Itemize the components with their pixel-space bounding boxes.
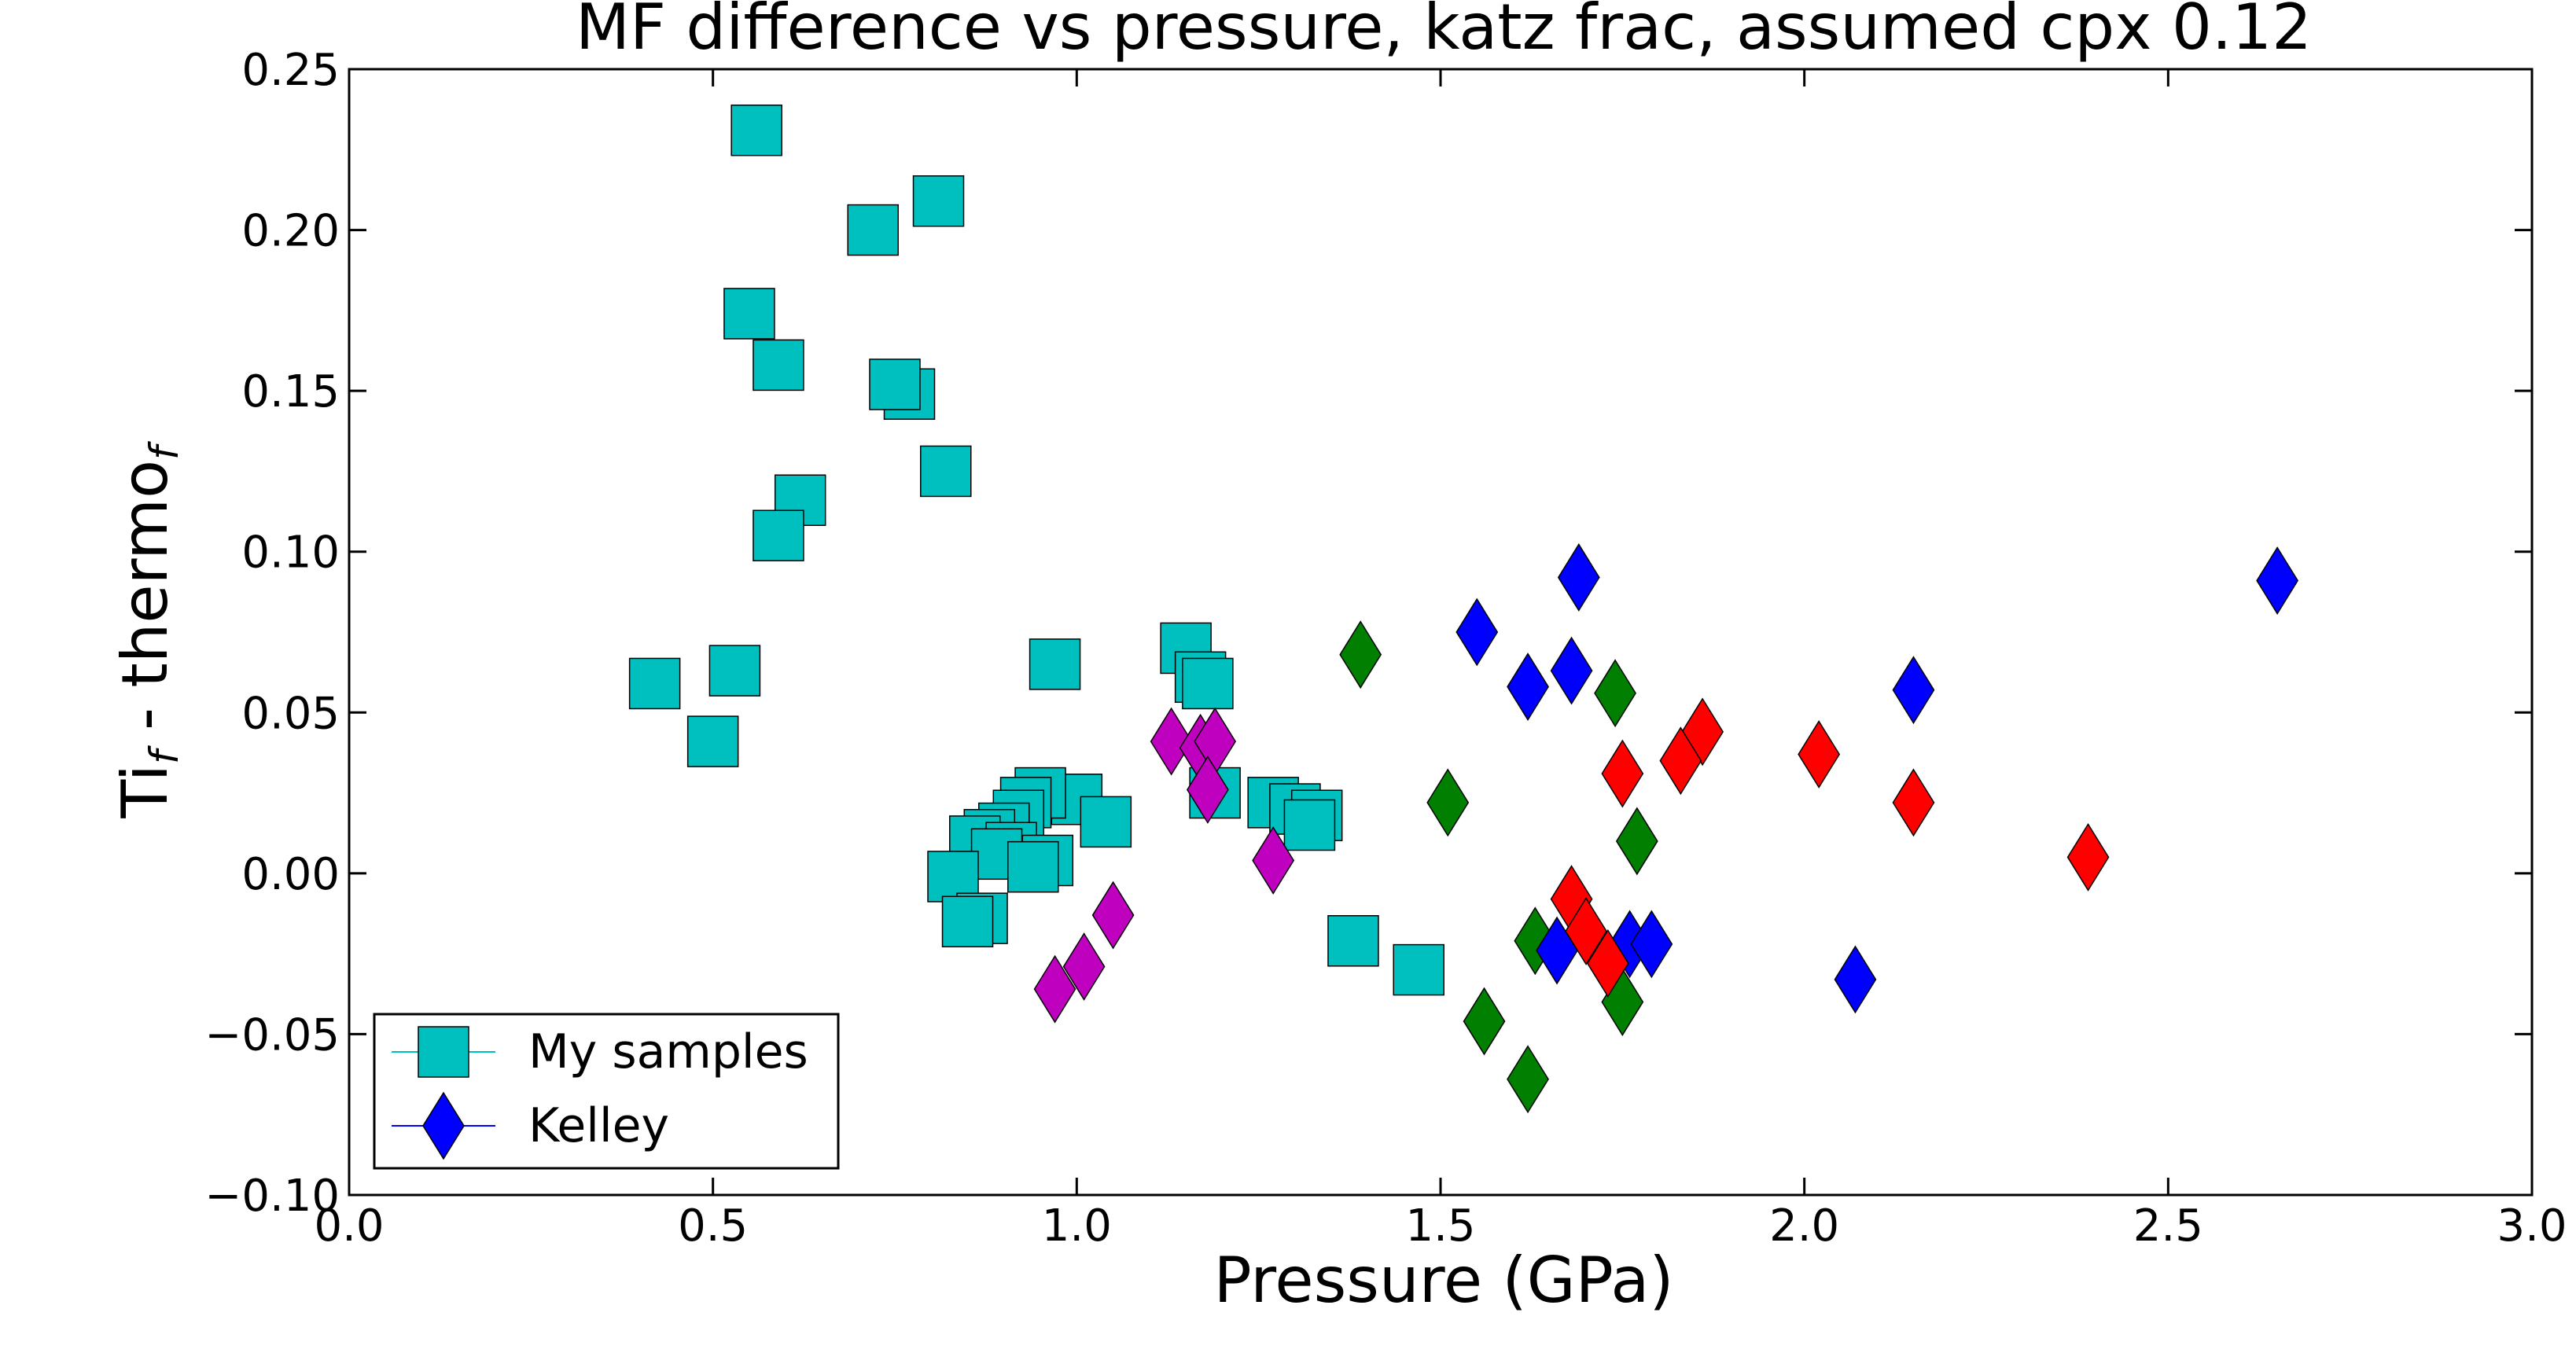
y-axis-ticks: −0.10 −0.05 0.00 0.05 0.10 0.15 0.20 0.25 [204, 45, 2532, 1222]
square-point [753, 339, 804, 392]
y-label-base: Ti [109, 764, 182, 819]
diamond-point [1339, 620, 1382, 689]
square-point [941, 895, 994, 947]
diamond-point [2066, 822, 2110, 892]
plot-area: −0.10−0.050.000.050.100.150.200.25 0.0 0.… [204, 45, 2567, 1252]
square-point [1327, 915, 1379, 967]
x-tick-label: 1.0 [1042, 1200, 1112, 1252]
legend-marker [418, 1026, 469, 1078]
y-tick-label: −0.10 [204, 1171, 340, 1222]
square-point [1283, 799, 1336, 851]
diamond-point [1033, 954, 1076, 1024]
diamond-point [1659, 726, 1702, 796]
y-axis-label: Tif - thermof [109, 441, 187, 819]
diamond-point [1463, 987, 1506, 1056]
diamond-point [1834, 945, 1877, 1014]
y-label-mid: - thermo [109, 460, 182, 750]
legend: My samples Kelley [373, 1013, 840, 1170]
diamond-point [1252, 826, 1295, 895]
x-axis-ticks: 0.0 0.5 1.0 1.5 2.0 2.5 3.0 [314, 69, 2567, 1252]
square-point [753, 509, 804, 562]
data-points [628, 104, 2299, 1114]
square-point [708, 645, 761, 697]
diamond-point [1594, 659, 1636, 728]
diamond-point [1426, 768, 1470, 837]
x-tick-label: 2.0 [1769, 1200, 1839, 1252]
diamond-point [1550, 636, 1593, 705]
diamond-point [1630, 910, 1673, 979]
diamond-point [1601, 739, 1644, 808]
x-tick-label: 1.5 [1405, 1200, 1475, 1252]
square-point [847, 204, 899, 256]
diamond-point [2256, 546, 2299, 615]
y-label-sub2: f [142, 441, 187, 460]
x-tick-label: 3.0 [2497, 1200, 2567, 1252]
diamond-point [1557, 543, 1600, 612]
diamond-point [1565, 897, 1607, 965]
diamond-point [1062, 932, 1106, 1001]
x-tick-label: 2.5 [2133, 1200, 2203, 1252]
square-point [912, 175, 965, 227]
square-point [1393, 943, 1444, 996]
y-tick-label: −0.05 [204, 1009, 340, 1061]
y-tick-label: 0.25 [241, 45, 340, 96]
square-point [1029, 638, 1081, 690]
square-point [869, 358, 921, 410]
y-tick-label: 0.20 [241, 206, 340, 257]
y-tick-label: 0.15 [241, 366, 340, 417]
square-point [686, 715, 739, 767]
y-tick-label: 0.10 [241, 528, 340, 579]
diamond-point [1892, 656, 1935, 725]
square-point [628, 657, 681, 710]
diamond-point [1615, 807, 1658, 876]
diamond-point [1586, 928, 1629, 998]
diamond-point [1507, 1045, 1549, 1114]
y-tick-label: 0.00 [241, 849, 340, 900]
legend-marker [422, 1091, 465, 1160]
square-point [1007, 840, 1059, 893]
x-tick-label: 0.0 [314, 1200, 384, 1252]
x-axis-label: Pressure (GPa) [1213, 1244, 1673, 1317]
y-tick-label: 0.05 [241, 688, 340, 739]
square-point [730, 104, 782, 156]
diamond-point [1187, 756, 1229, 824]
square-point [1080, 796, 1132, 848]
x-tick-label: 0.5 [678, 1200, 748, 1252]
diamond-point [1798, 720, 1841, 789]
chart-title: MF difference vs pressure, katz frac, as… [576, 0, 2312, 64]
diamond-point [1892, 768, 1935, 837]
legend-label: My samples [528, 1024, 808, 1079]
square-point [920, 445, 972, 498]
diamond-point [1150, 707, 1193, 776]
legend-label: Kelley [528, 1098, 669, 1153]
diamond-point [1507, 653, 1549, 721]
square-point [1182, 657, 1234, 710]
diamond-point [1455, 597, 1499, 667]
square-point [723, 288, 775, 340]
diamond-point [1091, 881, 1135, 950]
